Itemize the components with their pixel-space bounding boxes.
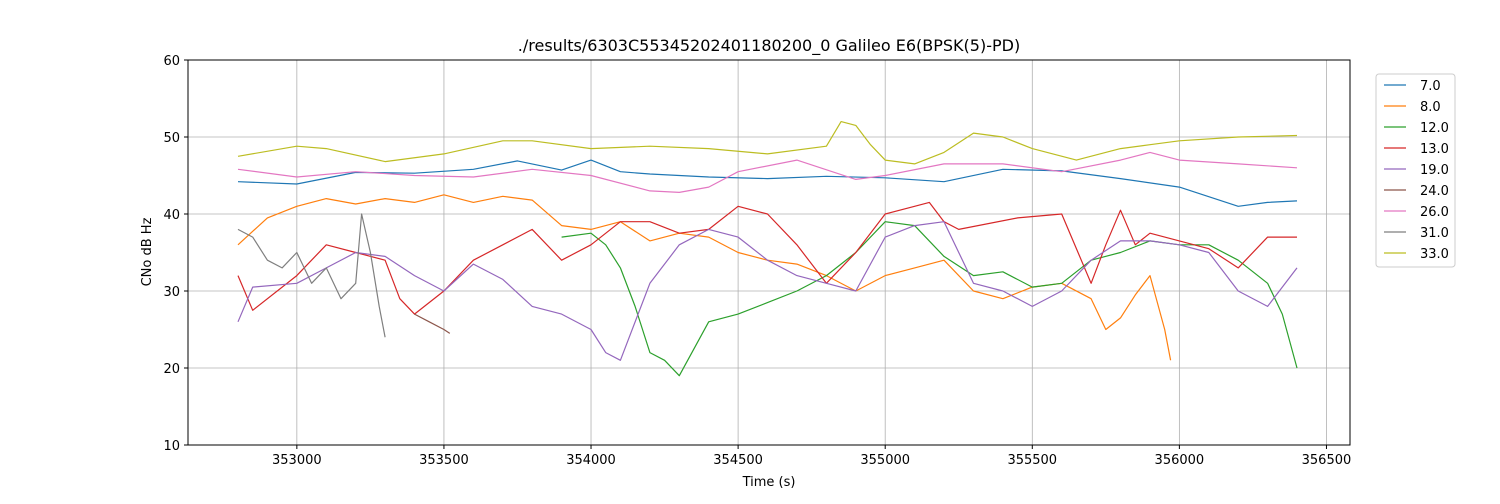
y-tick-label: 40 xyxy=(163,208,180,223)
legend-label: 24.0 xyxy=(1420,184,1449,199)
x-tick-label: 356000 xyxy=(1155,453,1205,468)
legend-label: 8.0 xyxy=(1420,100,1441,115)
series-line-19-0 xyxy=(237,221,1298,361)
series-line-31-0 xyxy=(237,213,386,338)
legend-label: 7.0 xyxy=(1420,79,1441,94)
y-tick-label: 50 xyxy=(163,131,180,146)
legend-label: 12.0 xyxy=(1420,121,1449,136)
series-line-13-0 xyxy=(237,201,1297,315)
x-tick-label: 356500 xyxy=(1302,453,1352,468)
x-tick-label: 353000 xyxy=(272,453,322,468)
series-line-24-0 xyxy=(414,313,451,334)
y-tick-label: 60 xyxy=(163,54,180,69)
y-tick-label: 30 xyxy=(163,285,180,300)
y-axis-label: CNo dB Hz xyxy=(140,217,155,286)
y-tick-label: 10 xyxy=(163,439,180,454)
legend: 7.0 8.0 12.0 13.0 19.0 24.0 26.0 31.0 33.0 xyxy=(1375,73,1456,268)
series-line-26-0 xyxy=(237,151,1298,193)
x-tick-label: 354500 xyxy=(713,453,763,468)
x-tick-label: 354000 xyxy=(566,453,616,468)
x-axis-label: Time (s) xyxy=(742,475,796,490)
legend-box xyxy=(1375,73,1456,268)
legend-label: 26.0 xyxy=(1420,205,1449,220)
series-line-12-0 xyxy=(561,221,1298,377)
x-tick-label: 355000 xyxy=(860,453,910,468)
plot-frame xyxy=(187,59,1351,446)
legend-label: 33.0 xyxy=(1420,247,1449,262)
series-line-8-0 xyxy=(237,194,1172,361)
axis-ticks: 353000 353500 354000 354500 355000 355500 3560… xyxy=(163,54,1351,468)
series-layer xyxy=(237,120,1298,377)
legend-label: 13.0 xyxy=(1420,142,1449,157)
x-tick-label: 355500 xyxy=(1007,453,1057,468)
x-tick-label: 353500 xyxy=(419,453,469,468)
series-line-33-0 xyxy=(237,120,1298,165)
legend-label: 31.0 xyxy=(1420,226,1449,241)
legend-label: 19.0 xyxy=(1420,163,1449,178)
y-tick-label: 20 xyxy=(163,362,180,377)
series-line-7-0 xyxy=(237,159,1298,207)
chart-title: ./results/6303C55345202401180200_0 Galil… xyxy=(518,36,1020,56)
